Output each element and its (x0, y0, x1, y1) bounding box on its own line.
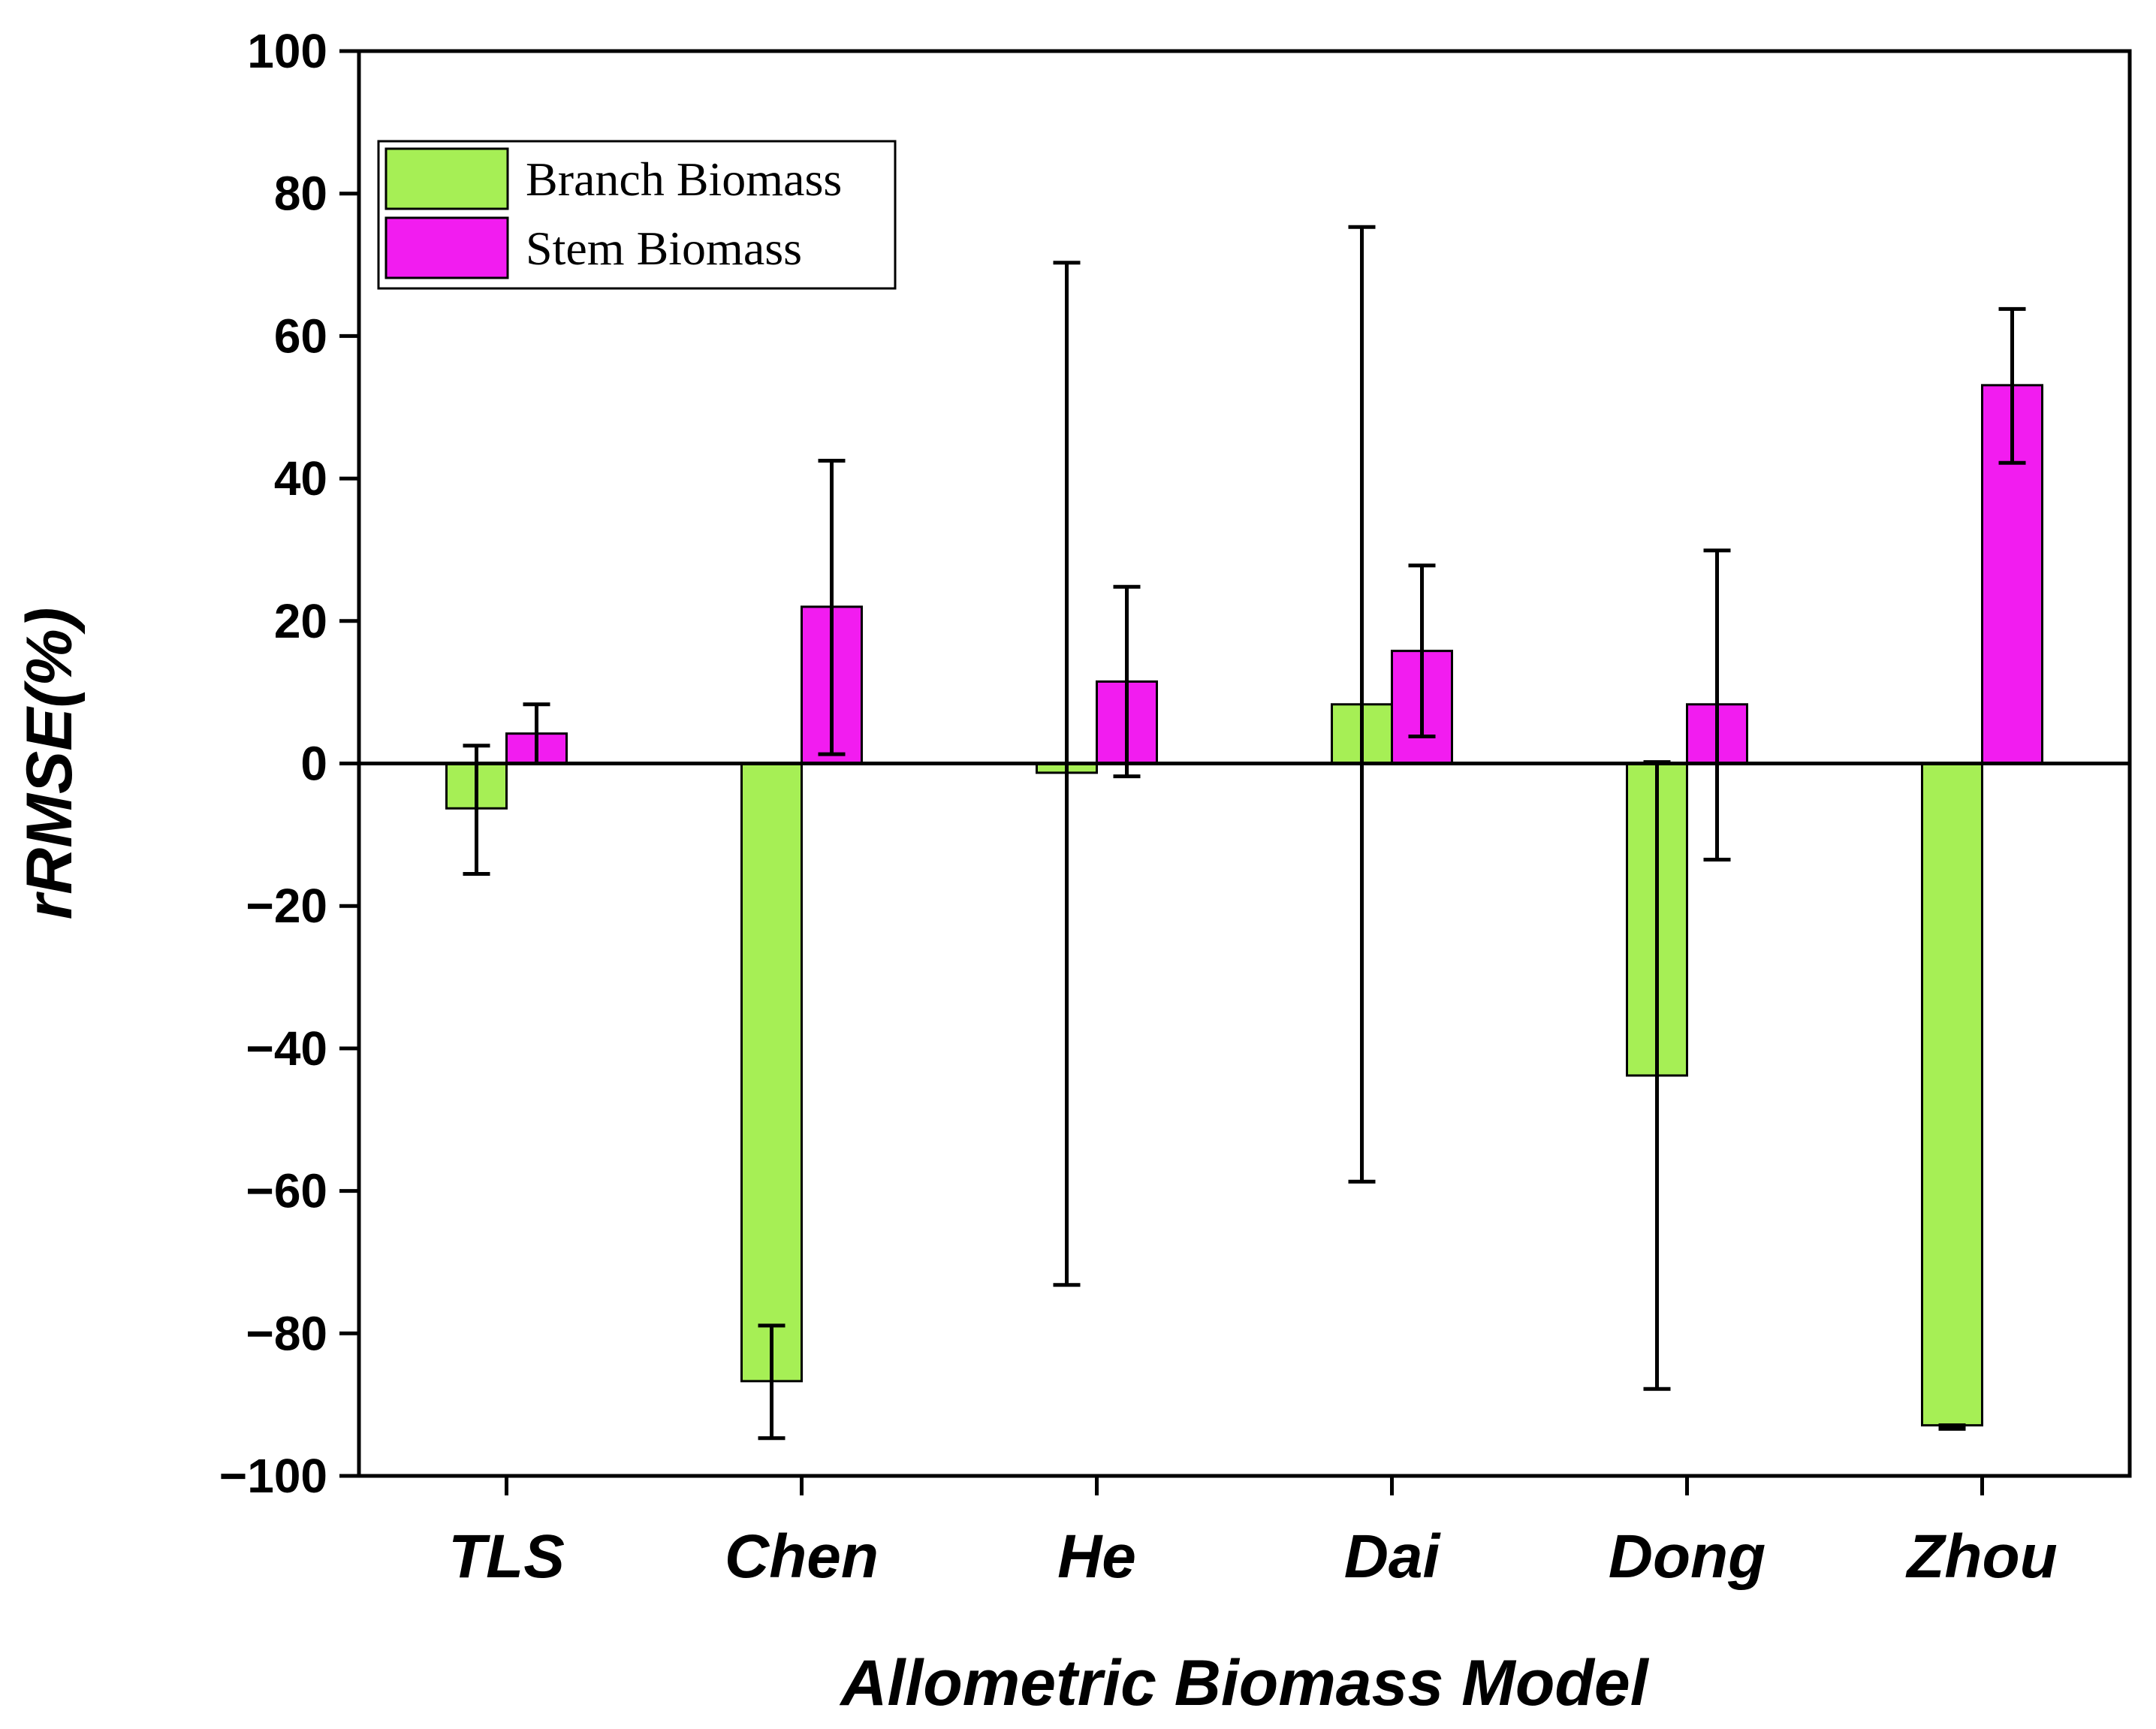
y-tick-label: 0 (300, 737, 327, 791)
y-tick-label: −100 (219, 1449, 327, 1503)
error-bars (463, 225, 2026, 1441)
x-axis-title: Allometric Biomass Model (839, 1647, 1649, 1719)
bars (445, 384, 2043, 1427)
y-tick-label: 20 (274, 594, 327, 648)
x-axis: TLS Chen He Dai Dong Zhou (448, 1476, 2058, 1591)
bar-branch-biomass (1921, 762, 1983, 1427)
x-tick-label: Dai (1344, 1522, 1442, 1591)
y-tick-label: 40 (274, 451, 327, 505)
legend-swatch-branch-biomass (384, 147, 509, 210)
y-tick-label: 100 (247, 24, 327, 78)
y-tick-label: 60 (274, 309, 327, 363)
x-tick-label: Dong (1609, 1522, 1766, 1591)
y-tick-label: 80 (274, 167, 327, 221)
bar-branch-biomass (740, 762, 803, 1383)
x-tick-label: TLS (448, 1522, 565, 1591)
y-tick-label: −20 (246, 879, 327, 933)
legend-label-stem-biomass: Stem Biomass (526, 222, 802, 275)
y-axis-title: rRMSE(%) (14, 608, 86, 920)
y-axis: −100 −80 −60 −40 −20 0 20 40 60 80 100 (219, 24, 359, 1503)
x-tick-label: He (1057, 1522, 1136, 1591)
x-tick-label: Zhou (1905, 1522, 2057, 1591)
legend-label-branch-biomass: Branch Biomass (526, 152, 842, 206)
legend-swatch-stem-biomass (384, 216, 509, 279)
legend: Branch Biomass Stem Biomass (377, 140, 897, 290)
y-tick-label: −80 (246, 1306, 327, 1360)
x-tick-label: Chen (725, 1522, 879, 1591)
y-tick-label: −40 (246, 1021, 327, 1076)
y-tick-label: −60 (246, 1164, 327, 1218)
